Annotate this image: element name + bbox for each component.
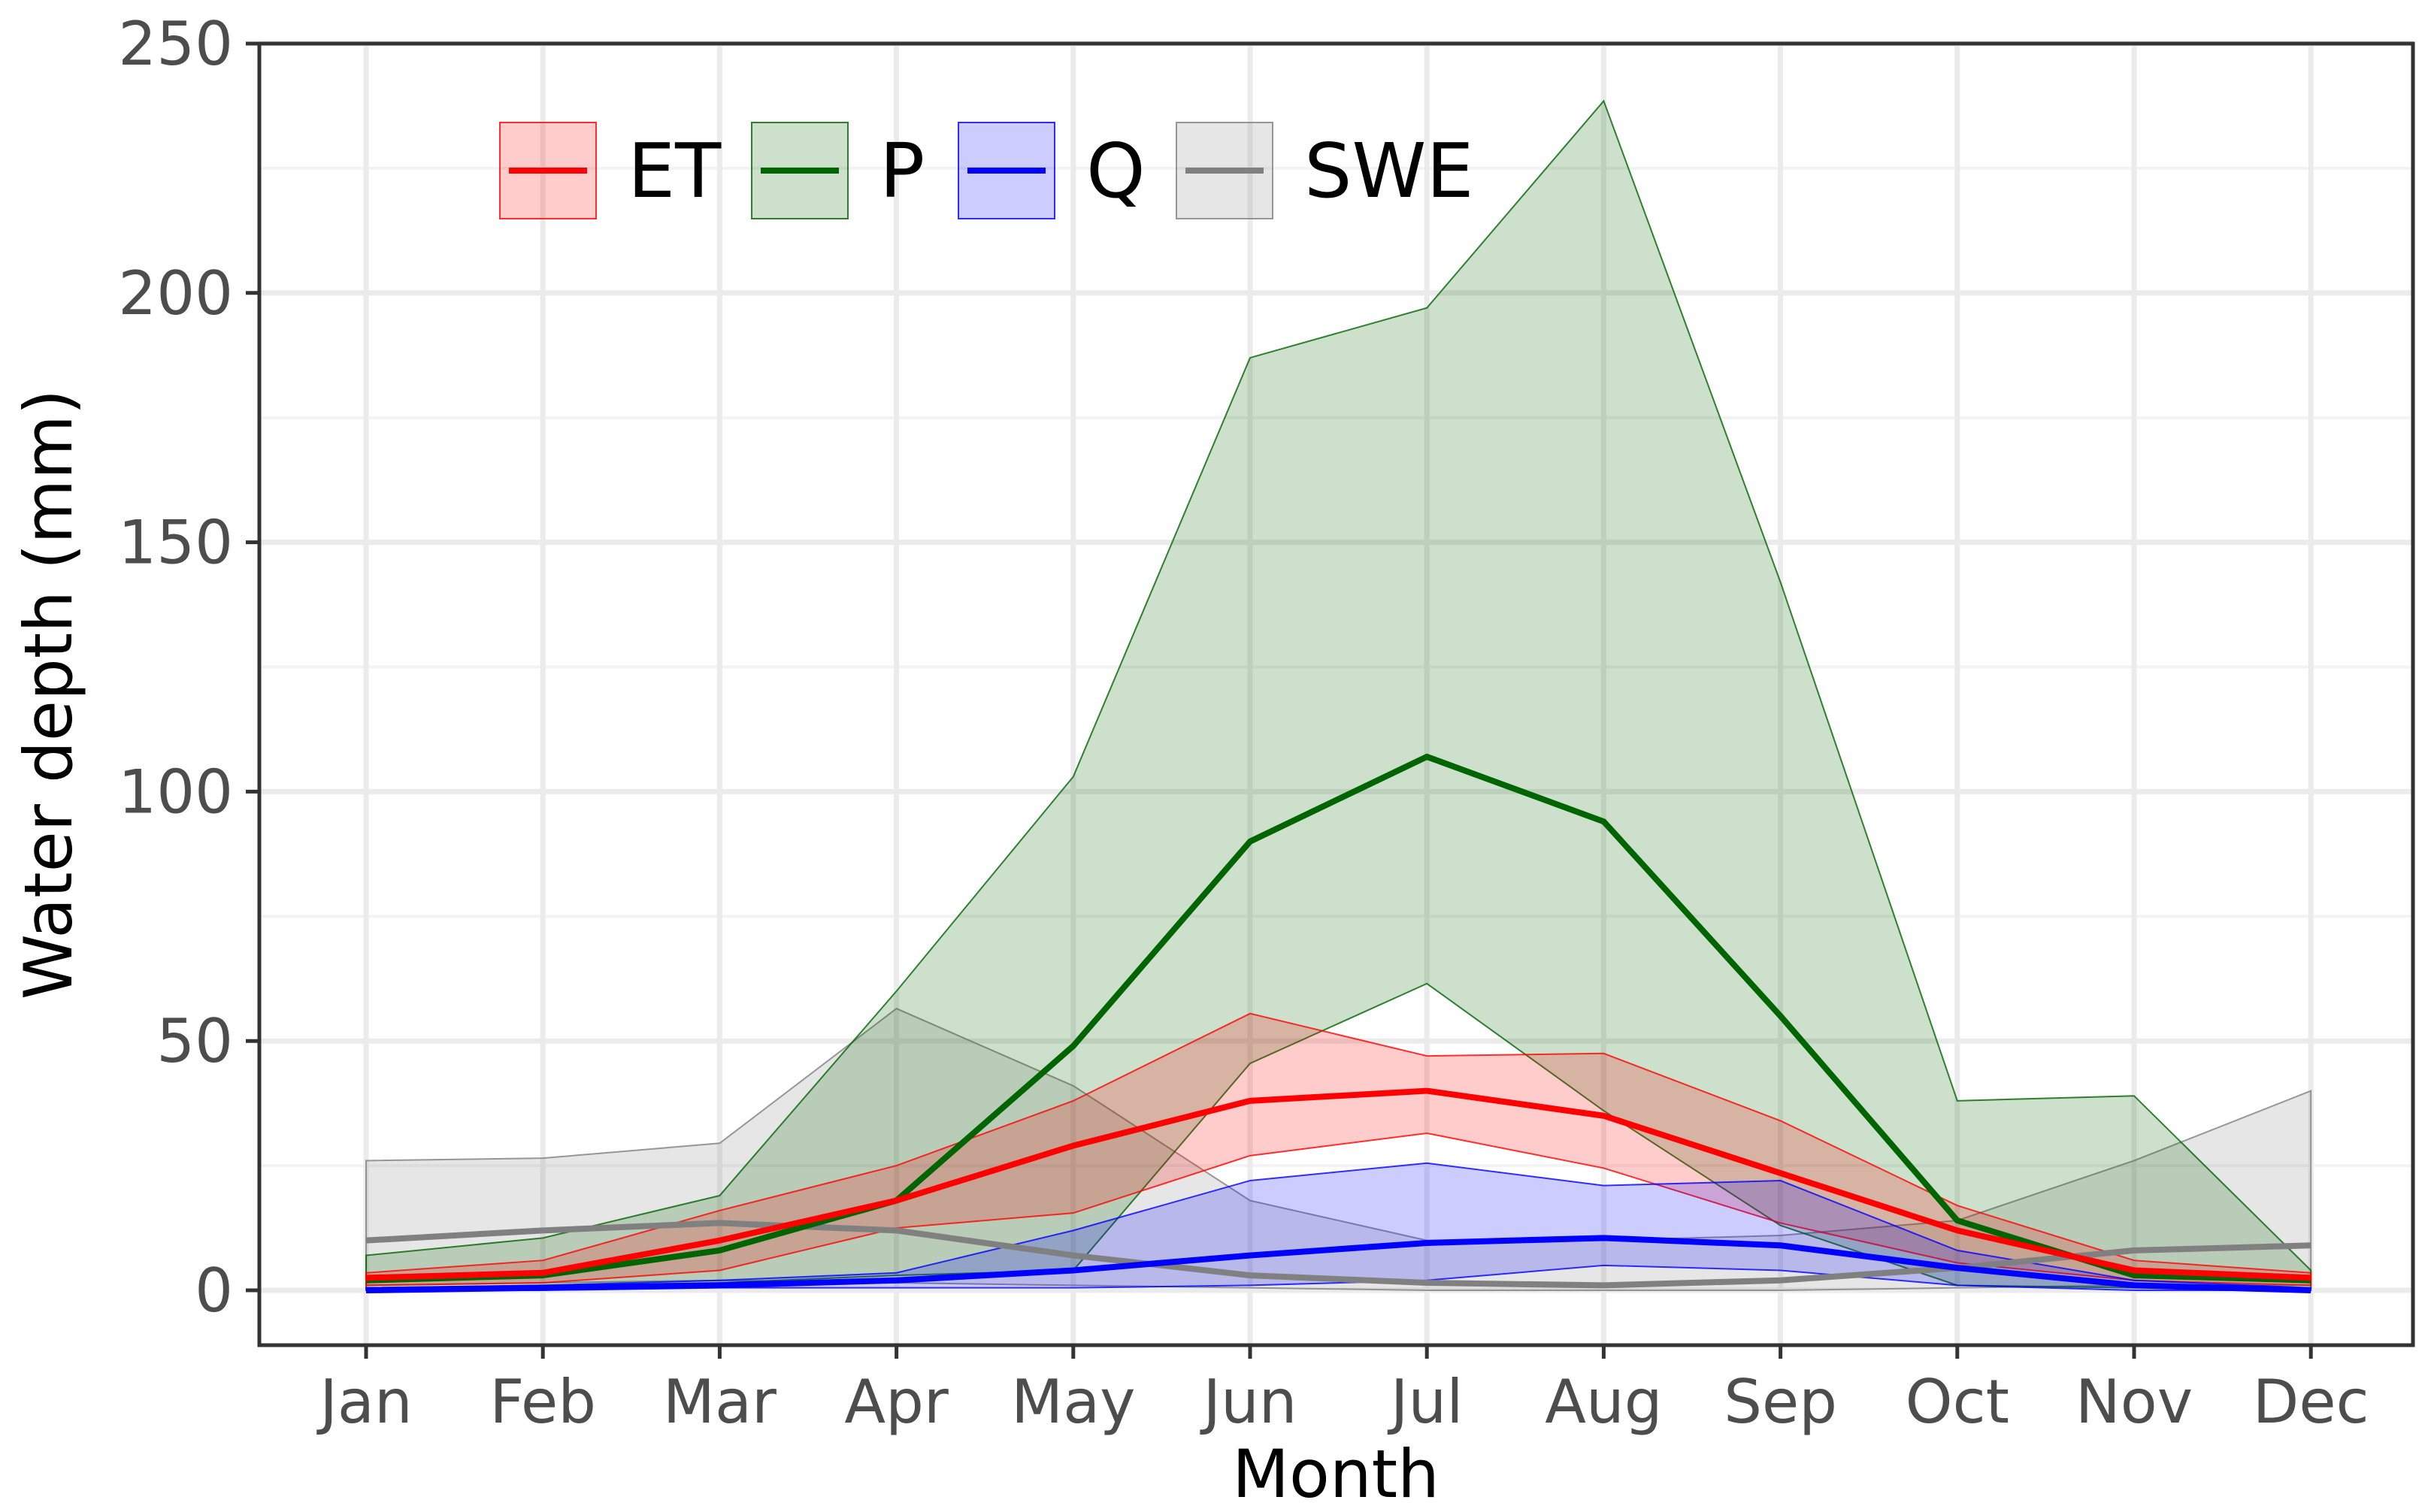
x-tick-label: Jan — [316, 1367, 412, 1437]
legend-label-p: P — [879, 127, 925, 215]
y-tick-label: 0 — [195, 1256, 233, 1326]
x-tick-label: Sep — [1724, 1367, 1837, 1437]
y-tick-label: 150 — [118, 508, 233, 578]
legend-label-et: ET — [628, 127, 722, 215]
x-tick-label: May — [1011, 1367, 1135, 1437]
panel-background — [259, 44, 2413, 1345]
x-tick-label: Nov — [2075, 1367, 2193, 1437]
legend: ET P Q SWE — [499, 122, 1474, 219]
series-lines — [365, 753, 2311, 1294]
x-tick-label: Oct — [1906, 1367, 2009, 1437]
x-axis: Jan Feb Mar Apr May Jun Jul Aug Sep Oct Nov Dec — [316, 1345, 2369, 1437]
x-tick-label: Aug — [1545, 1367, 1662, 1437]
line-et — [365, 1087, 2311, 1281]
x-axis-title: Month — [1232, 1435, 1440, 1512]
x-tick-label: Mar — [663, 1367, 777, 1437]
y-tick-label: 50 — [156, 1006, 233, 1076]
y-axis: 0 50 100 150 200 250 — [118, 9, 259, 1326]
y-axis-title: Water depth (mm) — [10, 389, 87, 999]
y-tick-label: 100 — [118, 757, 233, 827]
y-tick-label: 200 — [118, 259, 233, 328]
line-p — [365, 753, 2311, 1284]
x-tick-label: Jul — [1387, 1367, 1464, 1437]
legend-label-swe: SWE — [1304, 127, 1474, 215]
line-q — [365, 1235, 2311, 1294]
line-swe — [365, 1220, 2311, 1289]
x-tick-label: Jun — [1200, 1367, 1297, 1437]
x-tick-label: Dec — [2253, 1367, 2369, 1437]
legend-label-q: Q — [1086, 127, 1146, 215]
panel-border — [257, 41, 2415, 1347]
y-tick-label: 250 — [118, 9, 233, 79]
x-tick-label: Feb — [489, 1367, 596, 1437]
x-tick-label: Apr — [844, 1367, 949, 1437]
